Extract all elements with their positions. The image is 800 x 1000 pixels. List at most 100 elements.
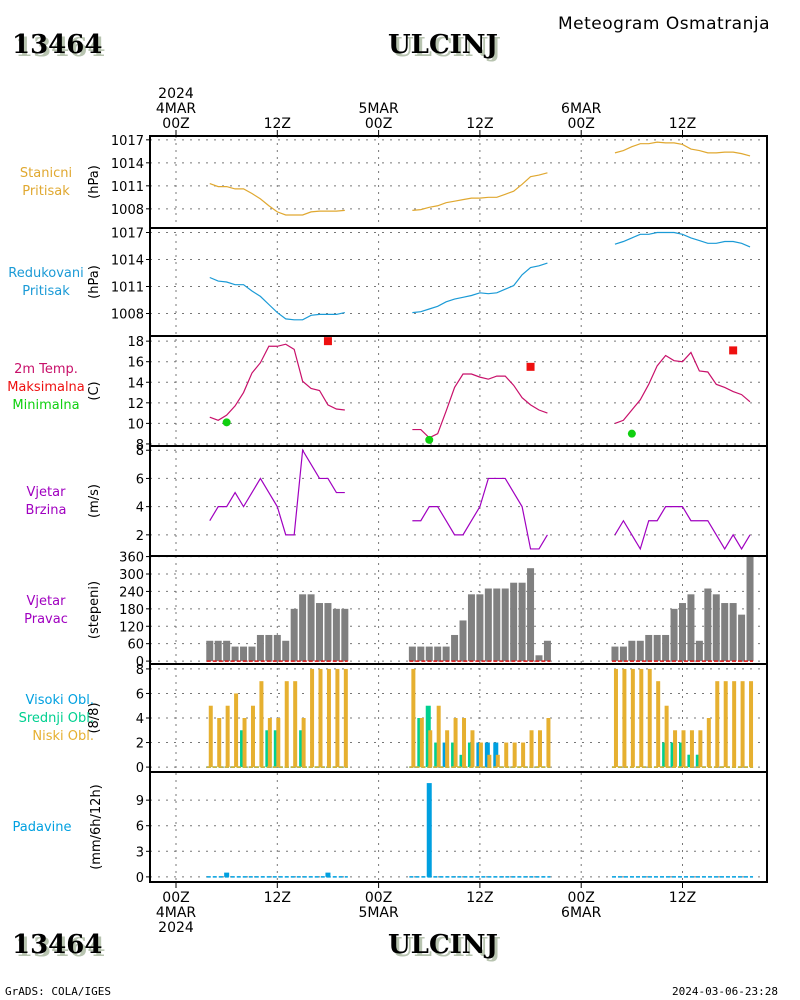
wind-direction-bar [712, 594, 720, 662]
tmax-marker [526, 362, 535, 371]
clouds-bar [656, 681, 661, 768]
wind-direction-bar [670, 608, 678, 662]
wind-direction-bar [687, 594, 695, 662]
wind-direction-bar [240, 646, 248, 662]
temperature-line [412, 373, 548, 439]
wind-direction-bar [679, 603, 686, 662]
y-tick-label: 1014 [111, 254, 144, 269]
clouds-bar [495, 754, 500, 768]
x-tick-label-top: 12Z [466, 116, 493, 132]
wind-direction-bar [645, 634, 653, 662]
precipitation-bar [426, 783, 432, 877]
wind-direction-bar [290, 608, 298, 662]
wind-speed-line [412, 477, 548, 550]
x-tick-label-top: 6MAR [561, 101, 602, 117]
clouds-bar [428, 730, 433, 768]
tmin-marker [222, 418, 231, 427]
y-tick-label: 18 [127, 335, 144, 350]
y-tick-label: 4 [136, 712, 144, 727]
panel-label: Stanicni [20, 166, 72, 181]
x-tick-label-top: 00Z [365, 116, 392, 132]
panel-label: Srednji Obl. [19, 711, 94, 726]
wind-direction-bar [265, 634, 273, 662]
clouds-bar [478, 742, 483, 768]
y-tick-label: 9 [136, 794, 144, 809]
station-id-top: 13464 [12, 30, 103, 60]
y-tick-label: 1017 [111, 227, 144, 242]
y-tick-label: 300 [119, 568, 144, 583]
clouds-bar [419, 718, 424, 768]
wind-direction-bar [628, 640, 636, 662]
y-axis-label: (C) [87, 381, 102, 400]
clouds-bar [504, 742, 509, 768]
clouds-bar [622, 668, 627, 768]
clouds-bar [689, 730, 694, 768]
wind-direction-bar [223, 640, 231, 662]
wind-direction-bar [476, 594, 484, 662]
reduced-pressure-line [412, 262, 548, 314]
wind-direction-bar [214, 640, 222, 662]
tmin-marker [627, 429, 636, 438]
wind-direction-bar [746, 556, 754, 662]
y-tick-label: 14 [127, 376, 144, 391]
y-axis-label: (hPa) [87, 165, 102, 199]
precipitation-bar [325, 872, 331, 877]
wind-direction-bar [231, 646, 239, 662]
y-tick-label: 180 [119, 603, 144, 618]
wind-direction-bar [451, 634, 459, 662]
y-tick-label: 1017 [111, 134, 144, 149]
x-tick-label-bottom: 00Z [365, 890, 392, 906]
panel-label: Redukovani [8, 266, 83, 281]
wind-direction-bar [653, 634, 661, 662]
render-timestamp: 2024-03-06-23:28 [672, 985, 778, 998]
y-tick-label: 8 [136, 444, 144, 459]
clouds-bar [749, 681, 754, 768]
clouds-bar [276, 718, 281, 768]
wind-direction-bar [442, 646, 450, 662]
x-tick-label-bottom: 5MAR [358, 905, 399, 921]
wind-direction-bar [206, 640, 214, 662]
y-tick-label: 16 [127, 356, 144, 371]
y-tick-label: 60 [127, 638, 144, 653]
clouds-bar [335, 668, 340, 768]
wind-direction-bar [324, 603, 332, 662]
clouds-bar [512, 742, 517, 768]
plot-frame [149, 135, 768, 883]
clouds-bar [529, 730, 534, 768]
station-id-bottom: 13464 [12, 930, 103, 960]
x-tick-label-bottom: 2024 [158, 920, 194, 936]
wind-direction-bar [248, 646, 256, 662]
grads-credit: GrADS: COLA/IGES [5, 985, 111, 998]
wind-direction-bar [721, 603, 729, 662]
clouds-bar [208, 705, 213, 768]
y-axis-label: (hPa) [87, 265, 102, 299]
wind-direction-bar [527, 568, 535, 662]
wind-direction-bar [501, 588, 509, 662]
wind-direction-bar [273, 634, 281, 662]
clouds-bar [715, 681, 720, 768]
y-tick-label: 1011 [111, 180, 144, 195]
wind-direction-bar [434, 646, 442, 662]
panel-label: Brzina [26, 503, 67, 518]
clouds-bar [217, 718, 222, 768]
wind-direction-bar [459, 620, 467, 662]
panel-label: Vjetar [27, 485, 67, 500]
x-tick-label-bottom: 00Z [567, 890, 594, 906]
y-tick-label: 1008 [111, 308, 144, 323]
panel-label: 2m Temp. [14, 362, 78, 377]
wind-direction-bar [543, 640, 551, 662]
clouds-bar [445, 730, 450, 768]
panel-label: Padavine [13, 820, 72, 835]
y-axis-label: (mm/6h/12h) [89, 784, 104, 870]
y-tick-label: 4 [136, 501, 144, 516]
wind-direction-bar [408, 646, 416, 662]
y-tick-label: 6 [136, 820, 144, 835]
wind-direction-bar [307, 594, 315, 662]
clouds-bar [284, 681, 289, 768]
clouds-bar [234, 693, 239, 768]
clouds-bar [706, 718, 711, 768]
wind-direction-bar [425, 646, 433, 662]
panel-label: Pravac [24, 612, 68, 627]
x-tick-label-top: 5MAR [358, 101, 399, 117]
